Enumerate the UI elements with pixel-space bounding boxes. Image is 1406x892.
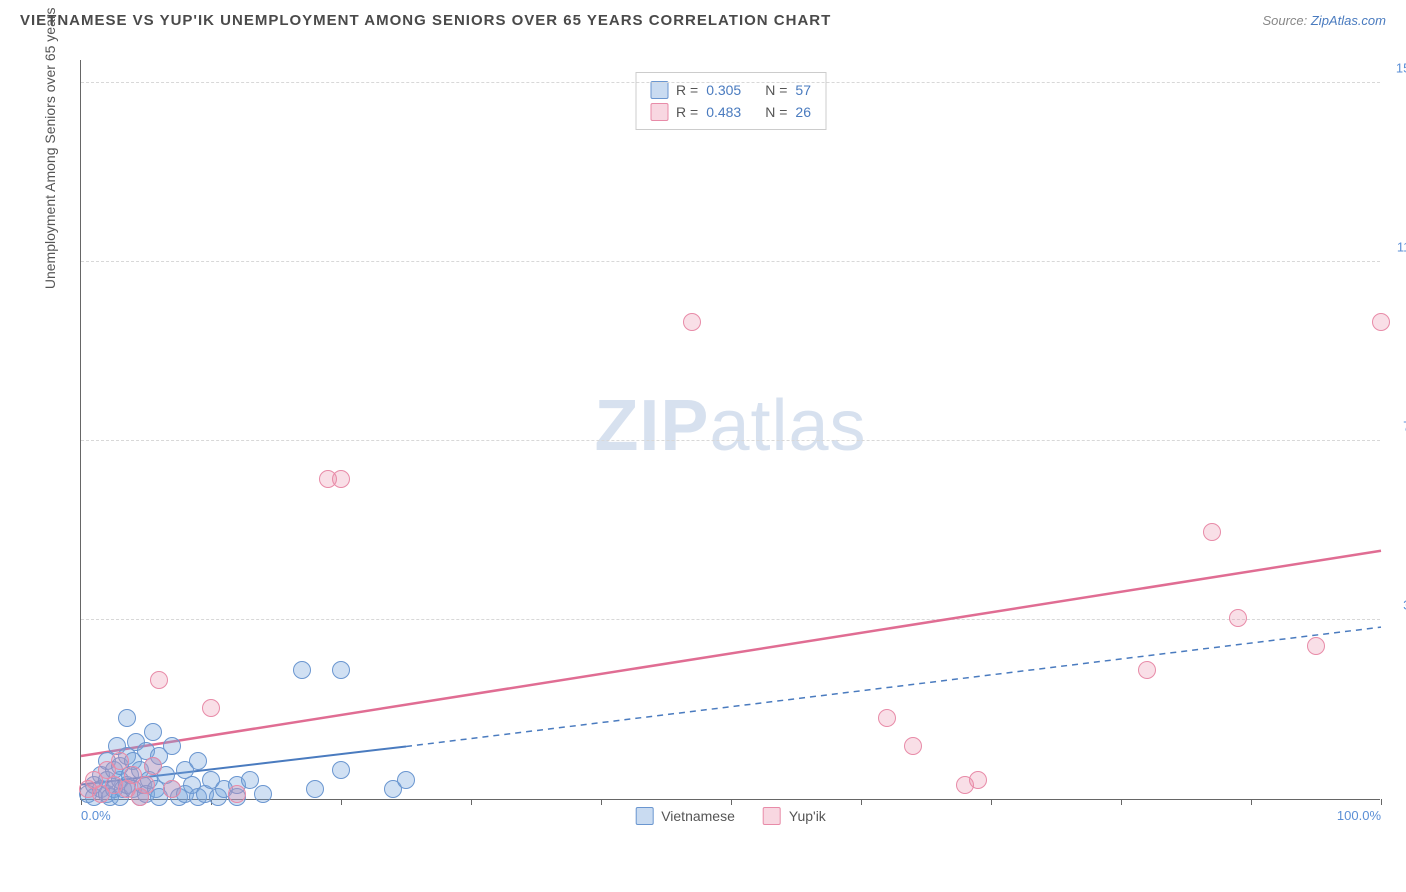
- legend-swatch: [650, 103, 668, 121]
- legend-swatch: [650, 81, 668, 99]
- data-point: [969, 771, 987, 789]
- trendline-solid: [81, 551, 1381, 756]
- gridline-horizontal: [81, 261, 1380, 262]
- x-tick: [471, 799, 472, 805]
- watermark-bold: ZIP: [594, 385, 709, 465]
- y-tick-label: 150.0%: [1385, 60, 1406, 75]
- gridline-horizontal: [81, 440, 1380, 441]
- data-point: [144, 723, 162, 741]
- data-point: [189, 752, 207, 770]
- x-tick-label: 0.0%: [81, 808, 111, 823]
- y-axis-label: Unemployment Among Seniors over 65 years: [42, 7, 58, 289]
- x-tick: [731, 799, 732, 805]
- x-tick: [991, 799, 992, 805]
- data-point: [1307, 637, 1325, 655]
- source-attribution: Source: ZipAtlas.com: [1262, 13, 1386, 28]
- data-point: [397, 771, 415, 789]
- legend-series-name: Yup'ik: [789, 808, 826, 824]
- data-point: [332, 761, 350, 779]
- data-point: [683, 313, 701, 331]
- data-point: [150, 671, 168, 689]
- data-point: [118, 709, 136, 727]
- watermark-rest: atlas: [709, 385, 866, 465]
- watermark: ZIPatlas: [594, 384, 866, 466]
- gridline-horizontal: [81, 82, 1380, 83]
- series-legend: Vietnamese Yup'ik: [635, 807, 826, 825]
- data-point: [254, 785, 272, 803]
- trendlines-svg: [81, 59, 1381, 799]
- chart-container: Unemployment Among Seniors over 65 years…: [50, 50, 1390, 850]
- x-tick: [1121, 799, 1122, 805]
- x-tick: [1251, 799, 1252, 805]
- legend-item: Vietnamese: [635, 807, 735, 825]
- plot-area: ZIPatlas R =0.305N =57R =0.483N =26 Viet…: [80, 60, 1380, 800]
- legend-r-value: 0.305: [706, 82, 741, 98]
- data-point: [1138, 661, 1156, 679]
- legend-n-label: N =: [765, 104, 787, 120]
- x-tick-label: 100.0%: [1337, 808, 1381, 823]
- x-tick: [601, 799, 602, 805]
- legend-series-name: Vietnamese: [661, 808, 735, 824]
- legend-r-label: R =: [676, 104, 698, 120]
- y-tick-label: 112.5%: [1385, 239, 1406, 254]
- data-point: [306, 780, 324, 798]
- x-tick: [341, 799, 342, 805]
- data-point: [1203, 523, 1221, 541]
- data-point: [241, 771, 259, 789]
- y-tick-label: 37.5%: [1385, 597, 1406, 612]
- source-prefix: Source:: [1262, 13, 1310, 28]
- data-point: [202, 699, 220, 717]
- gridline-horizontal: [81, 619, 1380, 620]
- data-point: [144, 757, 162, 775]
- data-point: [163, 737, 181, 755]
- chart-title: VIETNAMESE VS YUP'IK UNEMPLOYMENT AMONG …: [20, 12, 831, 29]
- trendline-dashed: [406, 627, 1381, 746]
- data-point: [904, 737, 922, 755]
- x-tick: [861, 799, 862, 805]
- legend-swatch: [763, 807, 781, 825]
- data-point: [1372, 313, 1390, 331]
- data-point: [1229, 609, 1247, 627]
- data-point: [293, 661, 311, 679]
- data-point: [878, 709, 896, 727]
- legend-n-value: 57: [795, 82, 811, 98]
- legend-r-label: R =: [676, 82, 698, 98]
- legend-swatch: [635, 807, 653, 825]
- data-point: [332, 470, 350, 488]
- x-tick: [1381, 799, 1382, 805]
- legend-item: Yup'ik: [763, 807, 826, 825]
- legend-n-label: N =: [765, 82, 787, 98]
- y-tick-label: 75.0%: [1385, 418, 1406, 433]
- stats-legend: R = 0.305 N = 57 R = 0.483 N = 26: [635, 72, 826, 130]
- data-point: [332, 661, 350, 679]
- data-point: [163, 780, 181, 798]
- data-point: [228, 785, 246, 803]
- legend-n-value: 26: [795, 104, 811, 120]
- data-point: [111, 752, 129, 770]
- source-link[interactable]: ZipAtlas.com: [1311, 13, 1386, 28]
- data-point: [137, 776, 155, 794]
- legend-stat-row: R = 0.483 N = 26: [650, 101, 811, 123]
- legend-r-value: 0.483: [706, 104, 741, 120]
